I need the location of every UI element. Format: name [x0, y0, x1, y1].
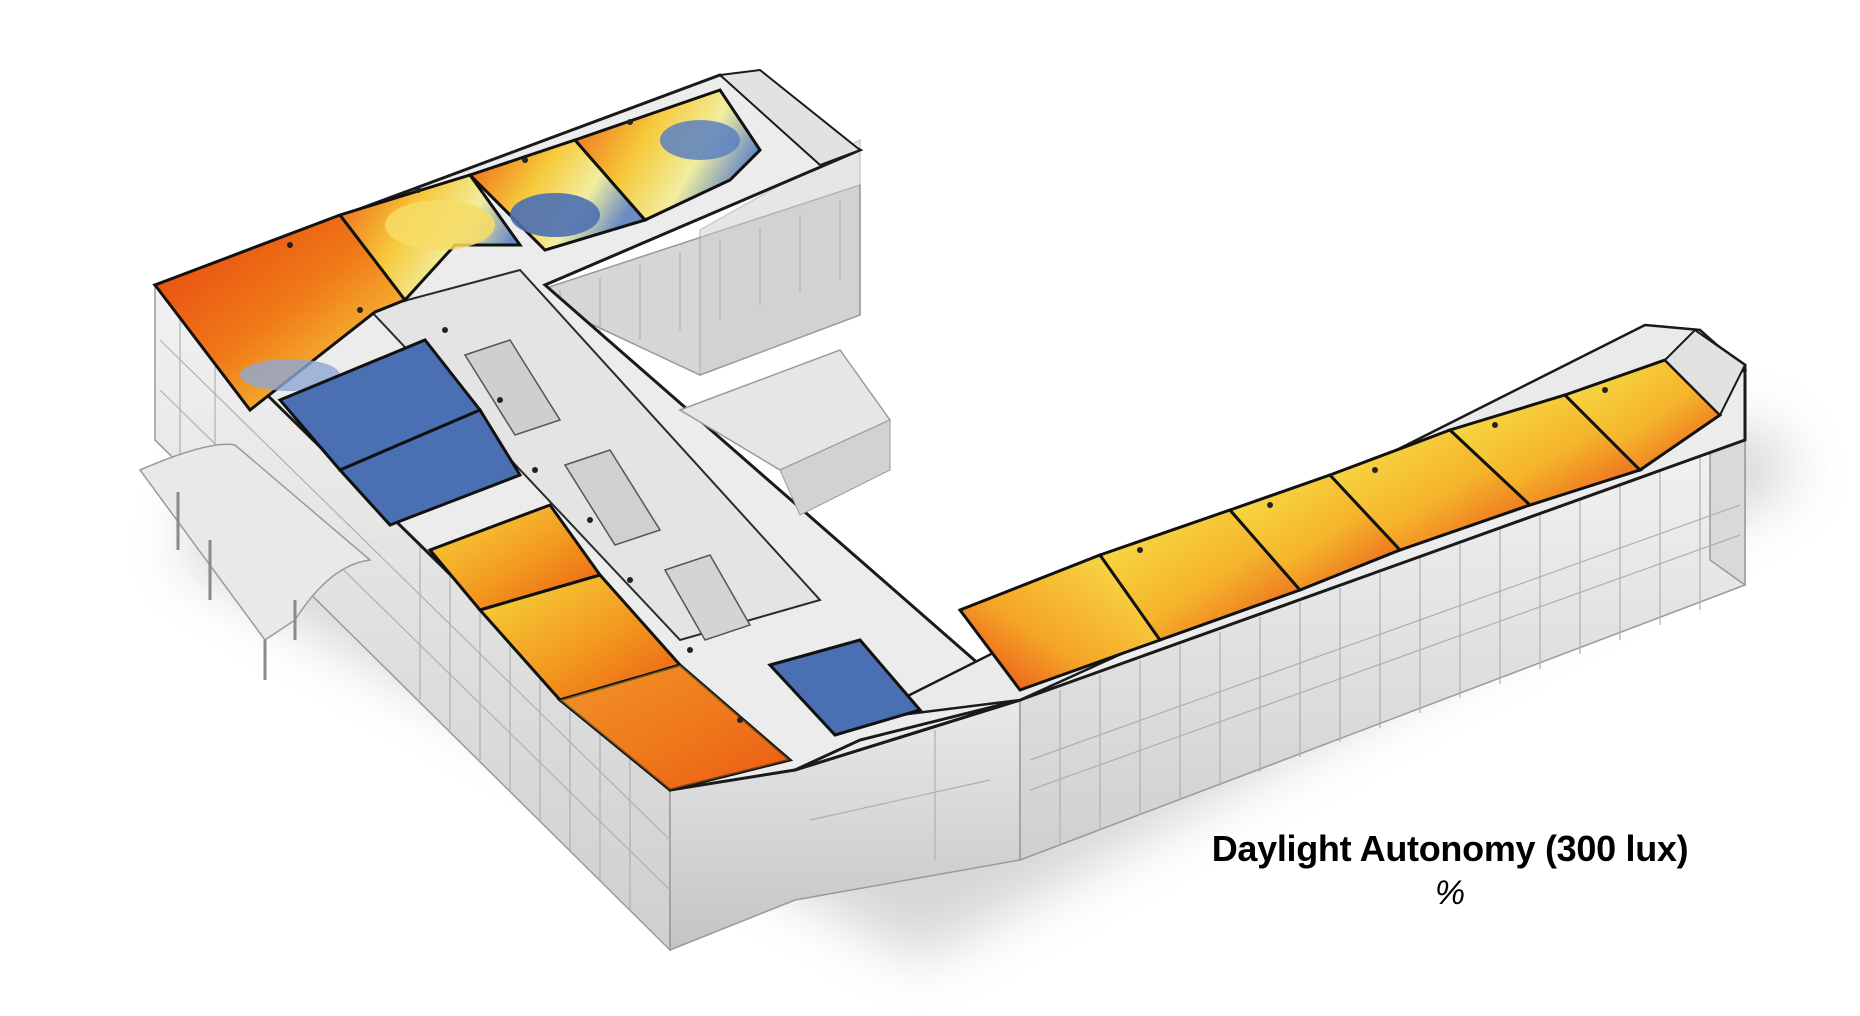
low-da-patch-1 — [510, 193, 600, 237]
room-n1 — [152, 213, 408, 413]
legend-unit: % — [1434, 874, 1466, 912]
low-da-patch-3 — [240, 359, 340, 391]
atrium-void-1 — [463, 339, 562, 436]
stair-well — [663, 554, 752, 641]
heat-map-rooms — [152, 88, 1723, 792]
legend: Daylight Autonomy (300 lux) % — [1150, 828, 1750, 913]
room-w2 — [337, 408, 523, 527]
atrium-void-2 — [563, 449, 662, 546]
exterior-facades — [154, 138, 1746, 952]
low-da-patch-2 — [660, 120, 740, 160]
entrance-canopy — [138, 443, 372, 680]
stair-cores — [717, 68, 1747, 417]
room-j1 — [767, 638, 923, 737]
legend-title: Daylight Autonomy (300 lux) — [1211, 828, 1689, 869]
mid-da-patch — [385, 200, 495, 250]
